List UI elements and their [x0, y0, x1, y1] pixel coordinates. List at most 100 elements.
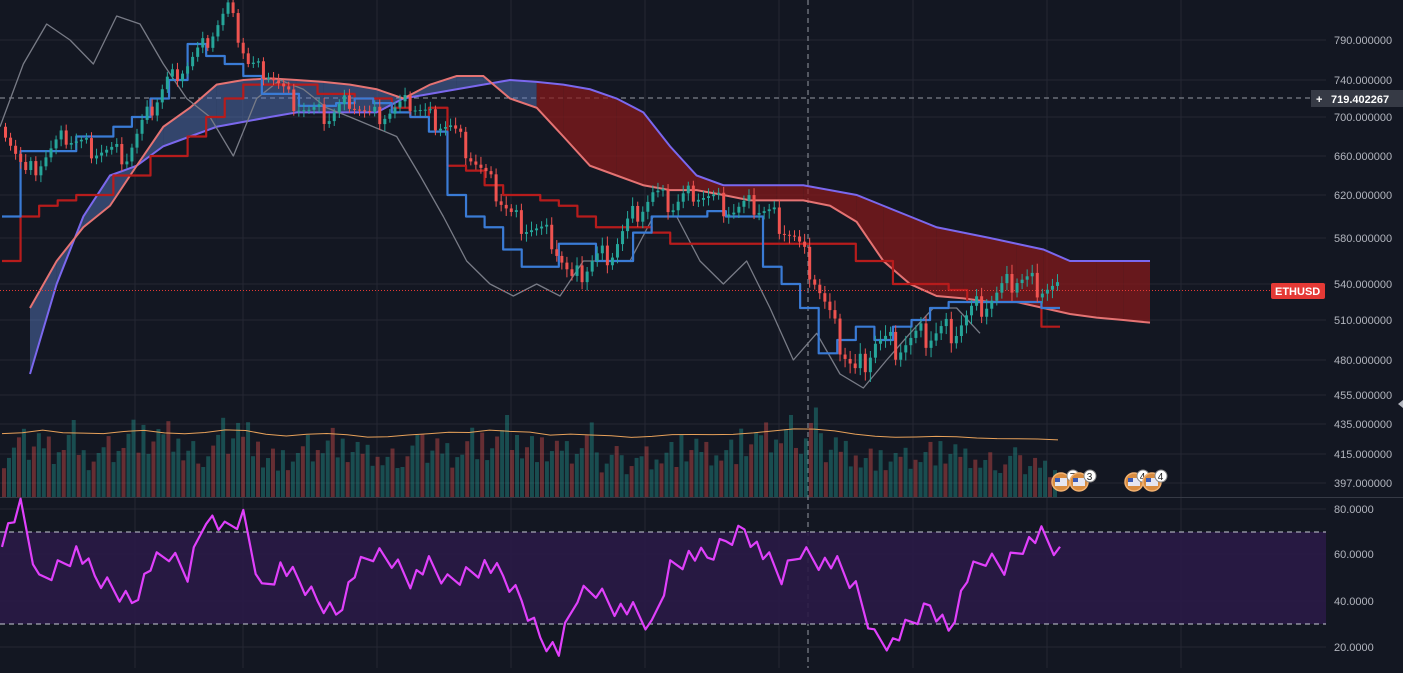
candle[interactable] — [322, 97, 326, 131]
candle[interactable] — [752, 188, 756, 220]
candle[interactable] — [140, 114, 144, 141]
candle[interactable] — [347, 88, 351, 113]
candle[interactable] — [787, 230, 791, 244]
candle[interactable] — [818, 278, 822, 300]
candle[interactable] — [145, 100, 149, 124]
candle[interactable] — [474, 154, 478, 170]
candle[interactable] — [636, 201, 640, 228]
candle[interactable] — [155, 98, 159, 122]
candle[interactable] — [701, 190, 705, 207]
candle[interactable] — [904, 335, 908, 361]
candle[interactable] — [277, 73, 281, 89]
candle[interactable] — [459, 124, 463, 138]
candle[interactable] — [651, 185, 655, 207]
candle[interactable] — [970, 299, 974, 325]
candle[interactable] — [782, 225, 786, 242]
candle[interactable] — [165, 71, 169, 93]
candle[interactable] — [712, 190, 716, 201]
candle[interactable] — [484, 163, 488, 178]
candle[interactable] — [261, 57, 265, 86]
crosshair-plus-icon[interactable]: + — [1316, 94, 1322, 106]
candle[interactable] — [186, 62, 190, 77]
candle[interactable] — [626, 211, 630, 239]
candle[interactable] — [352, 101, 356, 115]
candle[interactable] — [717, 187, 721, 200]
candle[interactable] — [924, 315, 928, 356]
candle[interactable] — [297, 104, 301, 117]
candle[interactable] — [575, 257, 579, 282]
candle[interactable] — [530, 221, 533, 237]
candle[interactable] — [1015, 278, 1019, 298]
symbol-label-box[interactable] — [1271, 283, 1325, 299]
candle[interactable] — [24, 154, 28, 174]
candle[interactable] — [808, 237, 812, 288]
candle[interactable] — [494, 168, 498, 207]
candle[interactable] — [383, 115, 387, 131]
candle[interactable] — [211, 32, 215, 52]
candle[interactable] — [929, 331, 933, 358]
candle[interactable] — [873, 335, 877, 364]
candle[interactable] — [160, 84, 164, 109]
candle[interactable] — [175, 62, 179, 87]
candle[interactable] — [519, 203, 523, 241]
candle[interactable] — [170, 63, 174, 81]
candle[interactable] — [540, 221, 544, 235]
candle[interactable] — [504, 196, 508, 216]
candle[interactable] — [59, 125, 63, 147]
candle[interactable] — [661, 185, 665, 197]
candle[interactable] — [646, 195, 650, 220]
candle[interactable] — [884, 325, 888, 348]
candle[interactable] — [833, 300, 837, 324]
candle[interactable] — [590, 255, 594, 277]
candle[interactable] — [600, 237, 604, 261]
candle[interactable] — [676, 194, 680, 216]
candle[interactable] — [772, 201, 776, 214]
candle[interactable] — [535, 224, 539, 236]
candle[interactable] — [191, 52, 195, 71]
candles[interactable] — [4, 0, 1059, 382]
candle[interactable] — [54, 135, 58, 155]
candle[interactable] — [747, 189, 751, 209]
candle[interactable] — [1040, 288, 1044, 304]
candle[interactable] — [110, 142, 114, 155]
candle[interactable] — [555, 240, 559, 262]
candle[interactable] — [813, 274, 817, 290]
candle[interactable] — [221, 8, 225, 31]
candle[interactable] — [565, 256, 569, 278]
candle[interactable] — [226, 0, 230, 17]
candle[interactable] — [742, 195, 746, 214]
candle[interactable] — [843, 347, 847, 368]
candle[interactable] — [560, 251, 564, 270]
candle[interactable] — [444, 121, 448, 136]
candle[interactable] — [216, 20, 220, 42]
candle[interactable] — [89, 132, 93, 164]
scroll-arrow-icon[interactable] — [1398, 400, 1403, 408]
candle[interactable] — [302, 102, 306, 118]
candle[interactable] — [615, 238, 619, 264]
candle[interactable] — [595, 246, 599, 267]
candle[interactable] — [605, 236, 609, 274]
candle[interactable] — [732, 204, 736, 219]
candle[interactable] — [853, 354, 857, 374]
candle[interactable] — [74, 133, 78, 149]
candle[interactable] — [251, 56, 255, 68]
candle[interactable] — [95, 148, 99, 165]
candle[interactable] — [449, 118, 453, 131]
candle[interactable] — [894, 325, 898, 366]
candle[interactable] — [312, 102, 316, 115]
candle[interactable] — [666, 184, 670, 220]
event-badges[interactable]: 7344 — [1051, 469, 1168, 492]
candle[interactable] — [469, 152, 473, 166]
candle[interactable] — [84, 133, 88, 144]
candle[interactable] — [105, 145, 109, 157]
candle[interactable] — [681, 185, 685, 209]
candle[interactable] — [388, 109, 392, 123]
candle[interactable] — [64, 124, 68, 149]
candle[interactable] — [393, 101, 397, 119]
candle[interactable] — [287, 81, 291, 94]
candle[interactable] — [914, 325, 918, 344]
candle[interactable] — [1050, 278, 1054, 299]
price-axis[interactable]: 790.000000 740.000000 700.000000 660.000000… — [1271, 35, 1403, 654]
candle[interactable] — [418, 104, 422, 117]
